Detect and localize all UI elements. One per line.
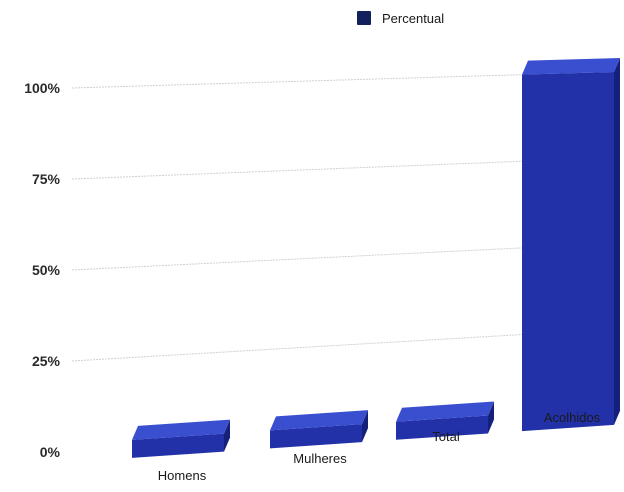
x-category-label: Mulheres — [293, 451, 347, 466]
bar-front — [132, 433, 224, 458]
bar — [396, 401, 494, 440]
bar-top — [270, 410, 368, 431]
y-tick-label: 75% — [32, 171, 61, 187]
bar-top — [132, 419, 230, 440]
x-category-label: Acolhidos — [544, 410, 601, 425]
bar-side — [224, 419, 230, 452]
y-tick-label: 100% — [24, 80, 60, 96]
bar-front — [522, 71, 614, 432]
x-category-label: Total — [432, 429, 460, 444]
x-category-label: Homens — [158, 468, 207, 483]
bar-side — [488, 401, 494, 434]
bar — [132, 419, 230, 458]
y-tick-label: 25% — [32, 353, 61, 369]
bar-front — [396, 415, 488, 440]
bar — [522, 57, 620, 432]
bar-top — [522, 57, 620, 75]
y-tick-label: 0% — [40, 444, 61, 460]
legend-label: Percentual — [382, 11, 444, 26]
bar-top — [396, 401, 494, 422]
legend-swatch — [357, 11, 371, 25]
y-tick-label: 50% — [32, 262, 61, 278]
bar-side — [362, 410, 368, 443]
bar-side — [614, 57, 620, 425]
bars-layer — [132, 57, 620, 458]
bar-front — [270, 424, 362, 449]
bar — [270, 410, 368, 449]
labels-layer: 0% 25% 50% 75% 100% Homens Mulheres Total Acolhi… — [24, 80, 600, 483]
legend: Percentual — [357, 11, 444, 26]
